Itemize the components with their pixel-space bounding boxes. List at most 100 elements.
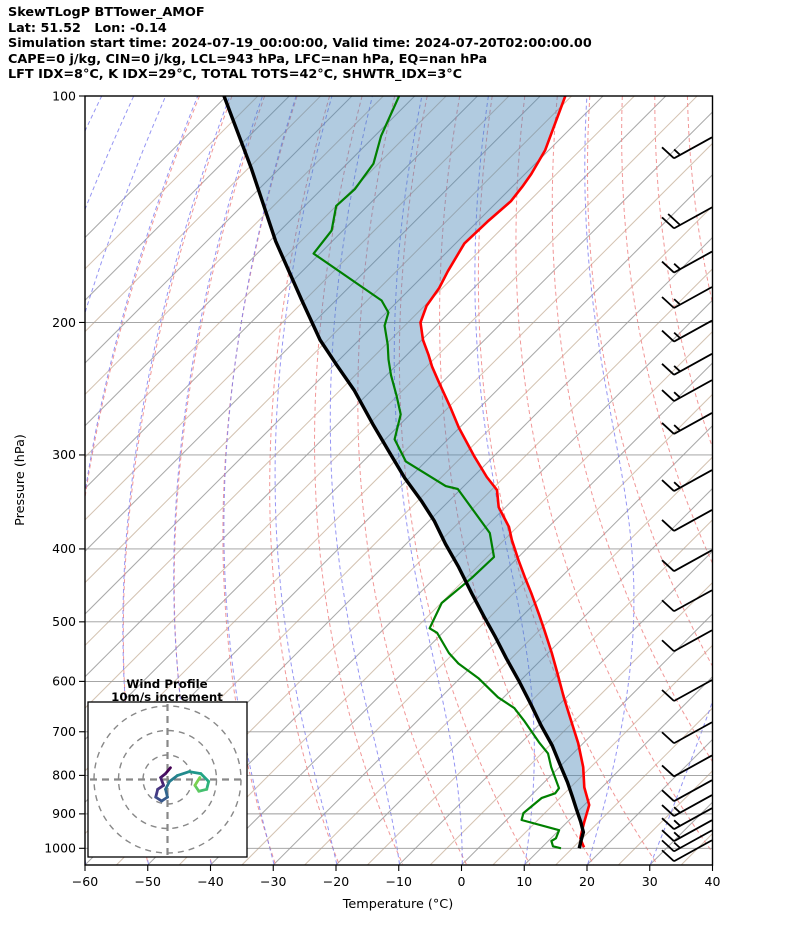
x-tick-label: 10 [516,874,532,889]
wind-barb [661,319,713,343]
wind-barb-feather [661,519,675,532]
dry-adiabat-line [313,96,404,865]
x-tick-label: −60 [72,874,98,889]
wind-barb-half-feather [673,263,681,270]
wind-barb-half-feather [673,365,681,373]
isotherm-line [85,96,416,427]
wind-barb-staff [673,819,713,842]
isotherm-line [85,96,604,615]
y-tick-label: 400 [52,541,76,556]
x-tick-label: −50 [135,874,161,889]
wind-barb [661,549,713,572]
wind-barb-half-feather [673,148,681,156]
wind-barb [661,206,713,230]
x-axis-label: Temperature (°C) [342,897,453,912]
dry-adiabat-line [357,96,467,865]
moist-adiabat-line [85,96,199,865]
moist-adiabat-line [223,96,297,865]
hodograph-ring [93,705,242,854]
wind-barb-half-feather [673,841,681,849]
wind-barb-half-feather [673,806,681,814]
hodograph-ring [117,729,218,830]
wind-barb-staff [673,807,713,830]
moist-adiabat-line [85,96,167,315]
wind-barb-staff [673,286,713,309]
wind-barb-staff [673,589,713,613]
header-indices: LFT IDX=8°C, K IDX=29°C, TOTAL TOTS=42°C… [8,67,463,83]
wind-barb-staff [673,721,713,745]
wind-barb-staff [673,412,713,435]
dry-adiabat-line [439,96,594,865]
isotherm-line [775,96,794,865]
wind-barb [661,286,713,309]
moist-adiabat-line [713,96,794,864]
wind-barb-feather [661,296,675,309]
hodograph-trace-segment [193,776,202,787]
wind-barb-feather [661,389,675,402]
x-tick-label: −40 [197,874,223,889]
isotherm-line [85,96,353,364]
isotherm-minor-line [85,96,510,521]
isotherm-minor-line [85,96,447,458]
isotherm-minor-line [85,96,259,270]
dry-adiabat-line [477,96,658,865]
wind-barb-feather [661,804,675,817]
dry-adiabat-line [222,96,298,865]
temperature-curve [419,96,591,848]
wind-barb-staff [673,754,713,778]
isotherm-minor-line [85,96,635,647]
isotherm-minor-line [85,96,384,396]
wind-barb [661,829,713,853]
wind-barb-staff [673,839,713,863]
isotherm-minor-line [429,581,713,865]
wind-barb-staff [673,136,713,160]
wind-barb [661,509,713,532]
wind-barb-staff [673,250,713,274]
wind-barb-feather [661,146,675,159]
wind-barb-half-feather [673,391,681,399]
y-tick-label: 500 [52,614,76,629]
x-tick-label: −10 [386,874,412,889]
wind-barb-feather [661,817,675,830]
isotherm-line [523,676,713,865]
dry-adiabat-line [752,96,794,864]
isotherm-line [147,299,713,865]
shaded-negative-area [224,96,590,849]
isotherm-minor-line [555,707,713,865]
wind-barb-feather [661,764,675,778]
header-cape-cin: CAPE=0 j/kg, CIN=0 j/kg, LCL=943 hPa, LF… [8,51,488,67]
isotherm-minor-line [304,456,713,865]
wind-barb-staff [673,629,713,653]
hodograph-trace-segment [164,780,171,791]
hodograph-inset: Wind Profile 10m/s increment [87,677,248,858]
x-tick-label: 30 [642,874,658,889]
wind-barb-half-feather [673,298,681,306]
y-tick-label: 100 [52,88,76,103]
wind-barb [661,819,713,842]
wind-barb-half-feather [673,819,681,827]
hodograph-trace-segment [199,772,211,783]
wind-barb [661,839,713,863]
moist-adiabat-line [173,96,263,865]
y-tick-label: 800 [52,768,76,783]
hodograph-trace-segment [168,774,179,783]
dry-adiabat-line [85,96,200,501]
wind-barb-feather [661,789,675,802]
wind-barb-staff [673,829,713,853]
wind-barb-staff [673,206,713,230]
negative-buoyancy-fill [224,96,590,849]
hodograph-ring [142,754,193,805]
wind-barb [661,779,713,802]
y-tick-label: 900 [52,806,76,821]
y-tick-label: 200 [52,315,76,330]
dry-adiabat-line [621,96,713,565]
wind-barb-feather [661,559,675,572]
wind-barb-staff [673,549,713,572]
x-tick-label: −30 [260,874,286,889]
wind-barb-half-feather [673,481,681,489]
wind-barb [661,721,713,745]
wind-barb-feather [661,639,675,652]
wind-barb [661,807,713,830]
wind-barb-staff [673,319,713,343]
isotherm-line [210,362,713,865]
